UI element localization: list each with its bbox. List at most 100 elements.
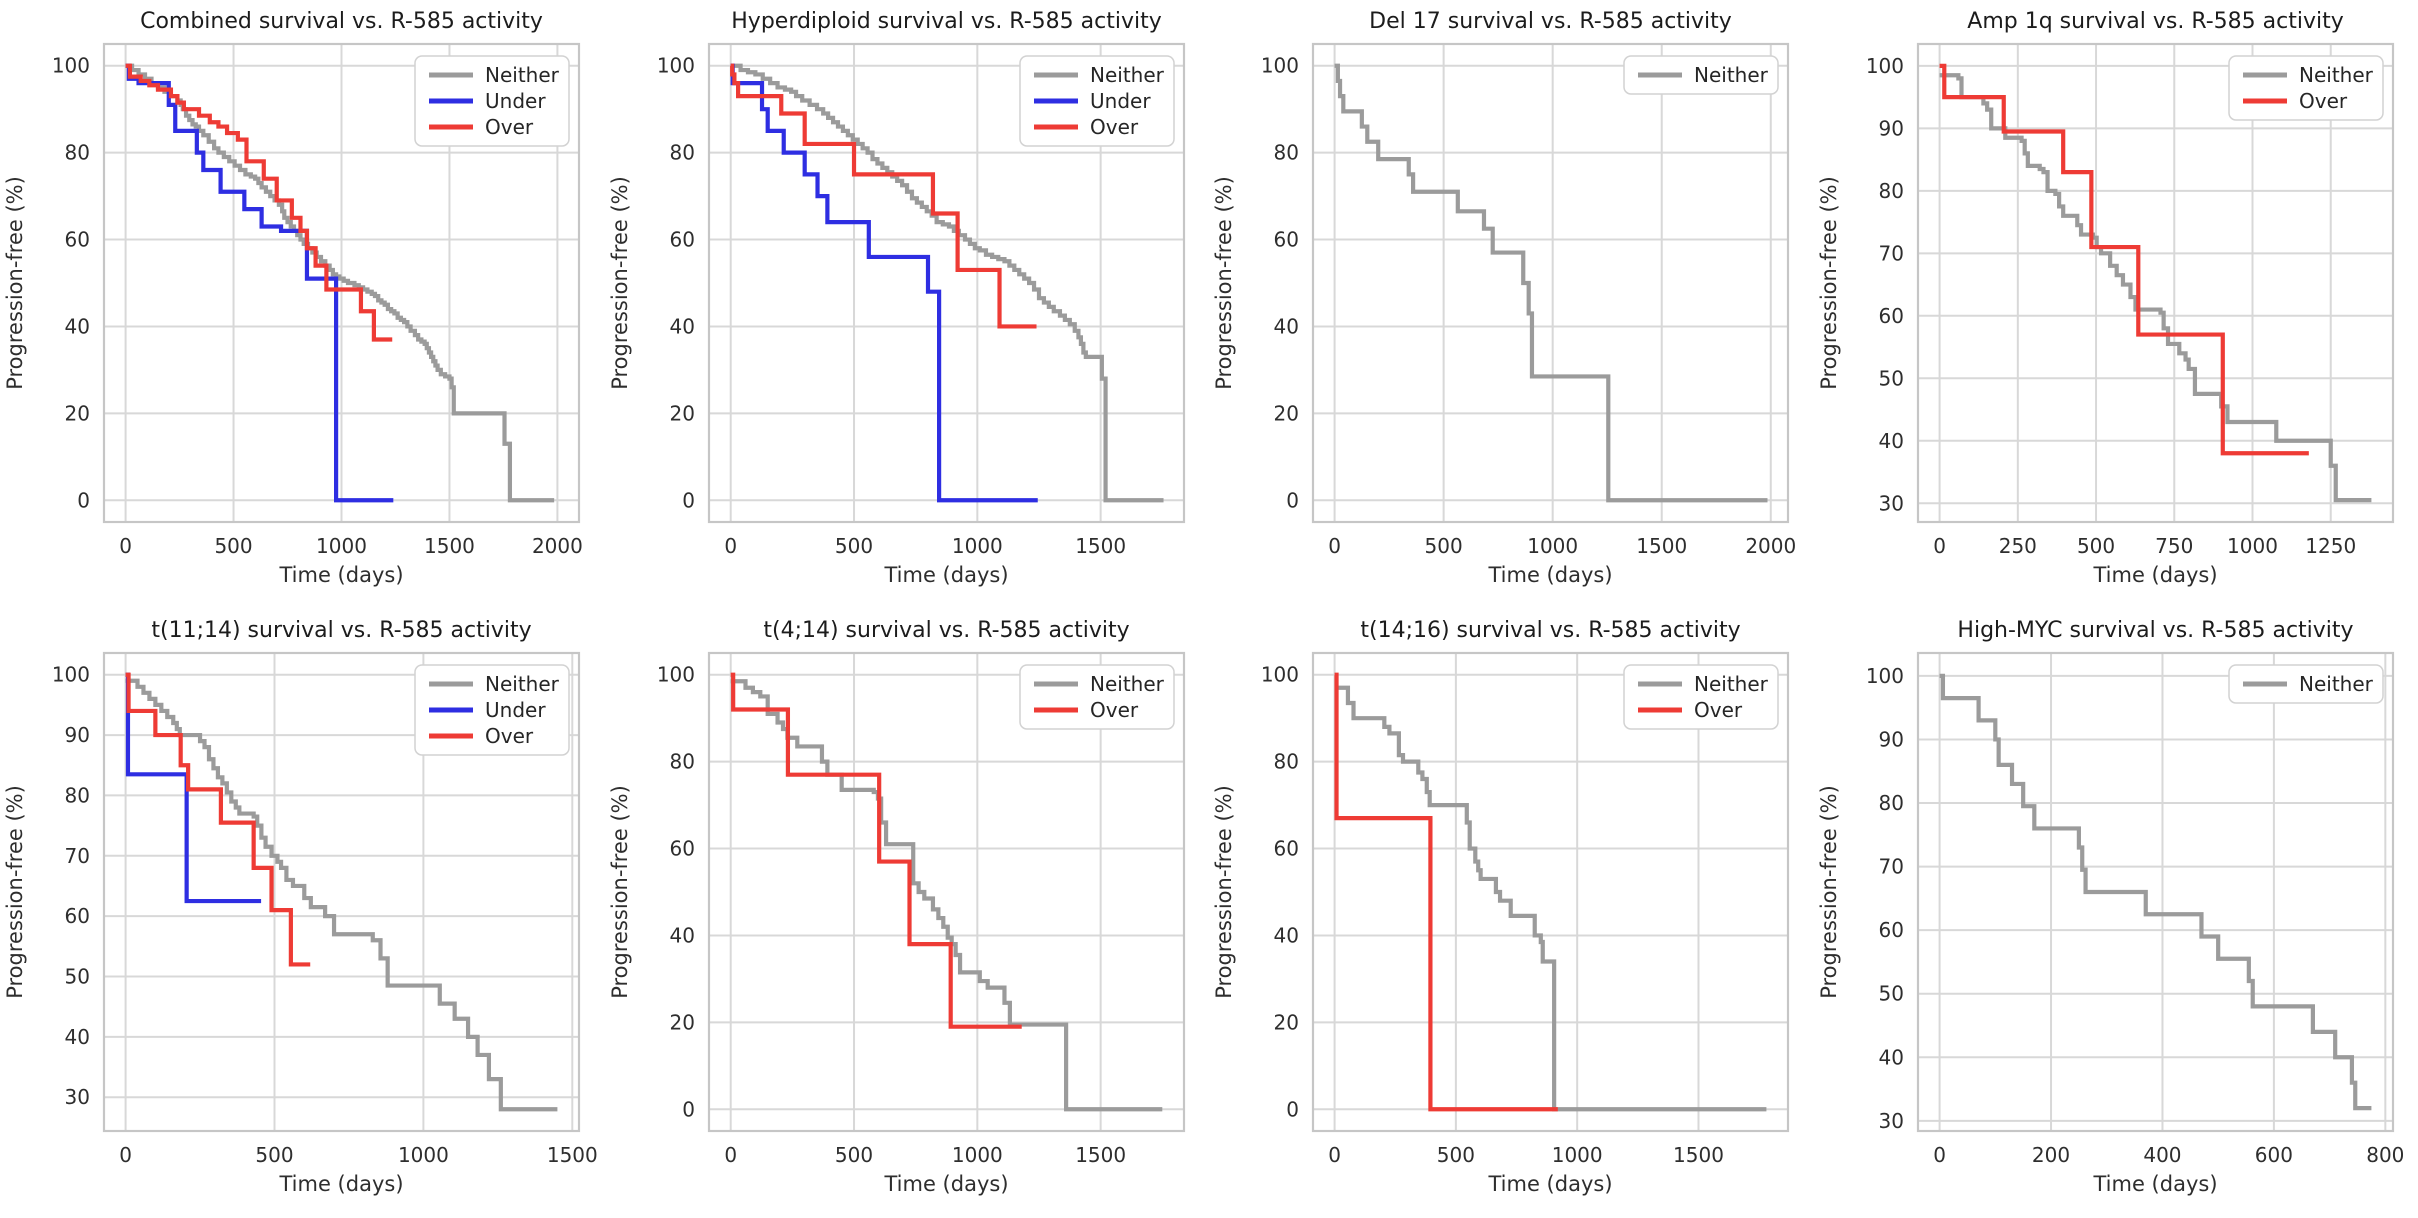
x-tick-label: 1250 xyxy=(2305,534,2356,558)
legend-label-neither: Neither xyxy=(485,63,560,87)
y-axis-label: Progression-free (%) xyxy=(1212,785,1236,999)
y-tick-label: 100 xyxy=(1261,54,1299,78)
survival-curve-neither xyxy=(730,63,1164,503)
x-tick-label: 0 xyxy=(1933,1143,1946,1167)
y-tick-label: 100 xyxy=(1865,54,1903,78)
y-tick-label: 60 xyxy=(65,904,90,928)
y-tick-label: 40 xyxy=(1878,1045,1903,1069)
y-tick-label: 60 xyxy=(1878,304,1903,328)
y-axis-label: Progression-free (%) xyxy=(608,785,632,999)
x-tick-label: 1500 xyxy=(547,1143,598,1167)
y-tick-label: 100 xyxy=(1865,664,1903,688)
y-tick-label: 0 xyxy=(1286,1097,1299,1121)
x-tick-label: 0 xyxy=(724,1143,737,1167)
y-tick-label: 60 xyxy=(1274,837,1299,861)
x-tick-label: 2000 xyxy=(1745,534,1796,558)
x-tick-label: 1500 xyxy=(1636,534,1687,558)
plot-border xyxy=(1916,651,2394,1133)
chart-canvas: Combined survival vs. R-585 activity 0 500… xyxy=(0,0,605,609)
y-tick-label: 90 xyxy=(1878,727,1903,751)
legend-label-neither: Neither xyxy=(2299,672,2374,696)
survival-curve-over xyxy=(1334,672,1558,1112)
y-tick-label: 100 xyxy=(52,54,90,78)
x-axis-label: Time (days) xyxy=(1487,1172,1612,1196)
y-tick-label: 100 xyxy=(656,663,694,687)
y-axis-label: Progression-free (%) xyxy=(1212,176,1236,390)
chart-title: t(14;16) survival vs. R-585 activity xyxy=(1360,618,1740,643)
y-tick-label: 80 xyxy=(1878,791,1903,815)
legend-label-neither: Neither xyxy=(485,672,560,696)
x-tick-label: 500 xyxy=(2076,534,2114,558)
legend-label-over: Over xyxy=(1090,115,1139,139)
y-tick-label: 60 xyxy=(669,837,694,861)
chart-title: t(4;14) survival vs. R-585 activity xyxy=(763,618,1129,643)
y-tick-label: 50 xyxy=(1878,366,1903,390)
plot-border xyxy=(707,42,1185,524)
x-tick-label: 0 xyxy=(1328,1143,1341,1167)
legend-label-under: Under xyxy=(485,89,546,113)
x-tick-label: 0 xyxy=(724,534,737,558)
x-axis-label: Time (days) xyxy=(1487,563,1612,587)
x-tick-label: 1000 xyxy=(1527,534,1578,558)
x-tick-label: 200 xyxy=(2031,1143,2069,1167)
legend-box xyxy=(1018,664,1175,730)
plot-border xyxy=(1916,42,2394,524)
x-tick-label: 500 xyxy=(255,1143,293,1167)
x-tick-label: 1000 xyxy=(398,1143,449,1167)
legend-label-under: Under xyxy=(1090,89,1151,113)
subplot-t4-14: t(4;14) survival vs. R-585 activity 0 500 1… xyxy=(604,609,1209,1218)
x-tick-label: 2000 xyxy=(532,534,583,558)
x-tick-label: 0 xyxy=(119,534,132,558)
x-axis-label: Time (days) xyxy=(883,563,1008,587)
chart-title: t(11;14) survival vs. R-585 activity xyxy=(151,618,531,643)
subplot-del17: Del 17 survival vs. R-585 activity 0 500 10… xyxy=(1209,0,1814,609)
y-tick-label: 60 xyxy=(1878,918,1903,942)
legend-box xyxy=(414,664,570,756)
x-tick-label: 500 xyxy=(214,534,252,558)
y-tick-label: 30 xyxy=(1878,491,1903,515)
survival-curve-neither xyxy=(1939,73,2371,503)
y-tick-label: 80 xyxy=(65,783,90,807)
plot-border xyxy=(707,651,1185,1133)
subplot-amp1q: Amp 1q survival vs. R-585 activity 0 250 50… xyxy=(1813,0,2418,609)
x-tick-label: 1500 xyxy=(1673,1143,1724,1167)
y-tick-label: 40 xyxy=(65,314,90,338)
chart-canvas: Amp 1q survival vs. R-585 activity 0 250 50… xyxy=(1813,0,2418,609)
legend-box xyxy=(2227,55,2384,121)
y-tick-label: 0 xyxy=(1286,488,1299,512)
chart-canvas: t(11;14) survival vs. R-585 activity 0 500… xyxy=(0,609,605,1218)
x-tick-label: 1000 xyxy=(951,534,1002,558)
survival-curve-neither xyxy=(1334,63,1768,503)
survival-curve-neither xyxy=(1939,673,2371,1111)
legend-label-over: Over xyxy=(1090,698,1139,722)
y-tick-label: 90 xyxy=(65,723,90,747)
y-tick-label: 30 xyxy=(1878,1109,1903,1133)
legend-label-neither: Neither xyxy=(2299,63,2374,87)
y-tick-label: 0 xyxy=(682,488,695,512)
y-tick-label: 80 xyxy=(1274,750,1299,774)
x-tick-label: 500 xyxy=(834,534,872,558)
chart-title: Combined survival vs. R-585 activity xyxy=(140,9,543,34)
legend-label-over: Over xyxy=(1694,698,1743,722)
chart-canvas: Del 17 survival vs. R-585 activity 0 500 10… xyxy=(1209,0,1814,609)
subplot-t14-16: t(14;16) survival vs. R-585 activity 0 500… xyxy=(1209,609,1814,1218)
x-axis-label: Time (days) xyxy=(2092,563,2217,587)
y-tick-label: 60 xyxy=(65,228,90,252)
y-tick-label: 70 xyxy=(1878,241,1903,265)
survival-curve-over xyxy=(125,63,393,342)
y-tick-label: 20 xyxy=(65,401,90,425)
y-tick-label: 100 xyxy=(1261,663,1299,687)
x-tick-label: 1000 xyxy=(951,1143,1002,1167)
y-tick-label: 90 xyxy=(1878,116,1903,140)
y-tick-label: 40 xyxy=(1274,923,1299,947)
y-tick-label: 40 xyxy=(669,923,694,947)
subplot-high-myc: High-MYC survival vs. R-585 activity 0 200… xyxy=(1813,609,2418,1218)
legend-box xyxy=(414,55,570,147)
y-tick-label: 80 xyxy=(1878,179,1903,203)
y-tick-label: 80 xyxy=(669,141,694,165)
legend-box xyxy=(2227,664,2384,704)
chart-canvas: t(4;14) survival vs. R-585 activity 0 500 1… xyxy=(604,609,1209,1218)
chart-canvas: t(14;16) survival vs. R-585 activity 0 500… xyxy=(1209,609,1814,1218)
y-tick-label: 20 xyxy=(1274,1010,1299,1034)
